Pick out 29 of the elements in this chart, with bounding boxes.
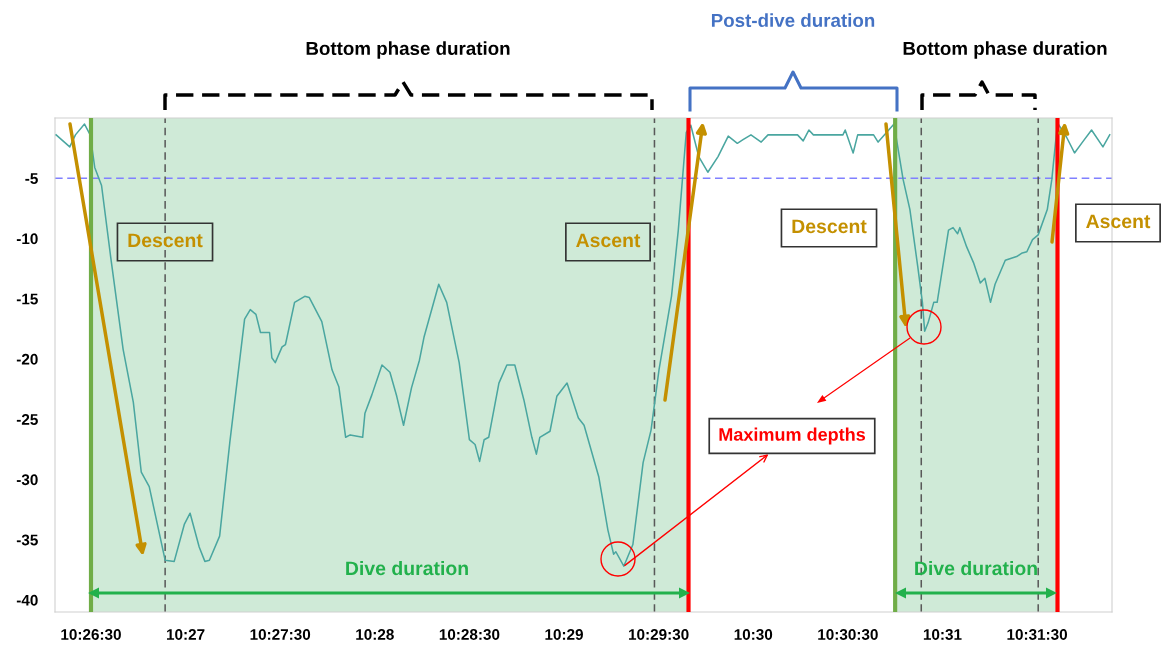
x-tick-label: 10:30 — [734, 629, 773, 640]
x-tick-label: 10:28:30 — [439, 629, 500, 640]
x-tick-label: 10:26:30 — [61, 629, 121, 640]
text: Post-dive duration — [711, 13, 875, 28]
y-tick-label: -5 — [25, 173, 38, 184]
y-tick-label: -20 — [16, 353, 38, 365]
y-tick-label: -35 — [16, 534, 38, 546]
x-tick-label: 10:31:30 — [1007, 629, 1068, 640]
x-tick-label: 10:27:30 — [250, 629, 311, 640]
x-tick-label: 10:31 — [923, 629, 962, 640]
x-tick-label: 10:28 — [356, 629, 394, 640]
text: Bottom phase duration — [903, 41, 1107, 59]
text: Bottom phase duration — [306, 41, 510, 59]
y-tick-label: -25 — [16, 414, 38, 425]
annotation: Descent — [128, 233, 203, 248]
x-tick-label: 10:29 — [545, 629, 583, 640]
y-tick-label: -10 — [16, 233, 38, 245]
annotation: Maximum depths — [719, 427, 865, 445]
y-tick-label: -40 — [16, 594, 38, 606]
x-tick-label: 10:30:30 — [818, 629, 878, 640]
y-tick-label: -30 — [16, 474, 38, 486]
x-tick-label: 10:27 — [166, 629, 205, 640]
x-tick-label: 10:29:30 — [629, 629, 689, 640]
y-tick-label: -15 — [16, 293, 38, 305]
annotation: Descent — [792, 219, 867, 234]
annotation: Ascent — [576, 233, 641, 248]
annotation: Ascent — [1086, 214, 1151, 229]
annotation: Dive duration — [915, 560, 1037, 576]
annotation: Dive duration — [346, 560, 468, 576]
